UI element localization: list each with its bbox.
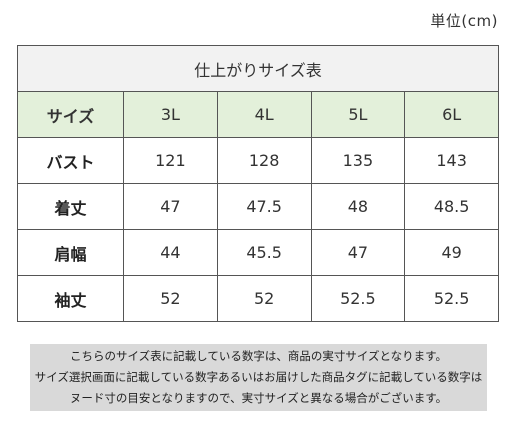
size-column-header: 5L <box>310 91 406 138</box>
size-column-header: 4L <box>216 91 312 138</box>
size-column-header: 3L <box>123 91 218 138</box>
table-cell: 52.5 <box>310 275 406 322</box>
row-label: バスト <box>17 137 124 184</box>
table-row: 袖丈 52 52 52.5 52.5 <box>17 275 499 322</box>
table-cell: 45.5 <box>216 229 312 276</box>
table-cell: 47 <box>123 183 218 230</box>
table-header-row: サイズ 3L 4L 5L 6L <box>17 91 499 138</box>
note-line: こちらのサイズ表に記載している数字は、商品の実寸サイズとなります。 <box>70 349 447 363</box>
table-row: バスト 121 128 135 143 <box>17 137 499 184</box>
row-label: 袖丈 <box>17 275 124 322</box>
table-cell: 47.5 <box>216 183 312 230</box>
table-cell: 47 <box>310 229 406 276</box>
table-cell: 52 <box>216 275 312 322</box>
note-line: サイズ選択画面に記載している数字あるいはお届けした商品タグに記載している数字は <box>34 370 483 384</box>
table-title-row: 仕上がりサイズ表 <box>17 45 499 92</box>
table-cell: 135 <box>310 137 406 184</box>
table-cell: 121 <box>123 137 218 184</box>
table-cell: 48 <box>310 183 406 230</box>
row-label: 肩幅 <box>17 229 124 276</box>
table-row: 着丈 47 47.5 48 48.5 <box>17 183 499 230</box>
table-cell: 49 <box>404 229 499 276</box>
unit-label: 単位(cm) <box>430 12 498 30</box>
size-header-label: サイズ <box>17 91 124 138</box>
size-chart-table: 仕上がりサイズ表 サイズ 3L 4L 5L 6L バスト 121 128 135… <box>17 45 499 322</box>
table-cell: 48.5 <box>404 183 499 230</box>
size-note-box: こちらのサイズ表に記載している数字は、商品の実寸サイズとなります。 サイズ選択画… <box>30 344 487 411</box>
table-cell: 52 <box>123 275 218 322</box>
note-line: ヌード寸の目安となりますので、実寸サイズと異なる場合がございます。 <box>69 391 448 405</box>
table-row: 肩幅 44 45.5 47 49 <box>17 229 499 276</box>
table-title: 仕上がりサイズ表 <box>17 45 499 92</box>
table-cell: 143 <box>404 137 499 184</box>
table-cell: 44 <box>123 229 218 276</box>
table-cell: 52.5 <box>404 275 499 322</box>
row-label: 着丈 <box>17 183 124 230</box>
size-column-header: 6L <box>404 91 499 138</box>
table-cell: 128 <box>216 137 312 184</box>
